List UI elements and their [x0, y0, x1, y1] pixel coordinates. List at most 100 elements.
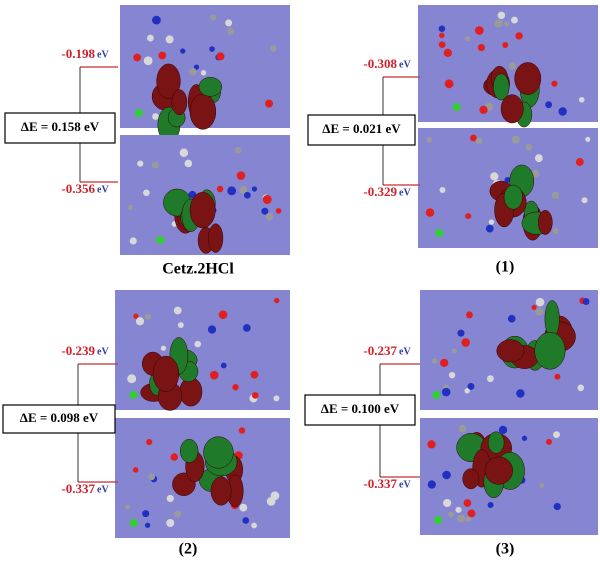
atom [551, 191, 560, 199]
atom [179, 148, 189, 157]
atom [225, 19, 233, 27]
orbital-lobe [544, 300, 560, 338]
atom [581, 197, 588, 204]
atom [585, 136, 591, 142]
atom [193, 64, 200, 70]
atom [502, 41, 509, 48]
atom [534, 154, 543, 163]
atom [516, 389, 525, 398]
atom [465, 213, 472, 220]
atom [461, 338, 470, 347]
energy-value: -0.308 [363, 56, 397, 71]
atom [448, 371, 456, 379]
orbital-lobe [179, 377, 203, 407]
atom [165, 35, 174, 44]
atom [227, 27, 235, 35]
atom [553, 431, 560, 439]
atom [451, 348, 457, 354]
atom [438, 41, 446, 48]
atom [487, 501, 494, 509]
atom [194, 340, 201, 348]
atom [535, 307, 544, 316]
atom [546, 438, 552, 445]
atom [464, 388, 470, 394]
atom [158, 51, 167, 60]
energy-unit: eV [97, 49, 109, 60]
atom [511, 135, 520, 144]
atom [465, 36, 471, 42]
atom [160, 345, 167, 351]
gap-value: ΔE = 0.158 eV [21, 119, 100, 134]
atom [442, 470, 451, 480]
atom [137, 160, 144, 167]
gap-box [2, 404, 116, 434]
atom [232, 383, 239, 391]
atom [525, 143, 533, 151]
molecule [127, 146, 282, 254]
orbital-lobe [493, 73, 510, 101]
atom [439, 358, 449, 368]
molecule [427, 424, 561, 524]
energy-value: -0.239 [61, 343, 95, 358]
orbital-lobe [496, 339, 525, 363]
panel-label: (3) [496, 541, 515, 558]
chlorine [156, 236, 165, 244]
atom [180, 48, 186, 54]
atom [486, 375, 494, 383]
gap-value: ΔE = 0.098 eV [20, 410, 99, 425]
atom [531, 169, 540, 178]
energy-value: -0.337 [363, 476, 397, 491]
atom [189, 67, 197, 76]
energy-unit: eV [399, 59, 411, 70]
atom [152, 113, 159, 120]
atom [209, 46, 215, 52]
energy-unit: eV [97, 484, 109, 495]
chlorine [432, 391, 441, 399]
atom [242, 324, 251, 332]
gap-value: ΔE = 0.021 eV [322, 121, 401, 136]
atom [455, 506, 462, 513]
atom [238, 427, 246, 434]
atom [243, 191, 251, 199]
atom [144, 522, 151, 528]
atom [218, 310, 228, 319]
gap-value: ΔE = 0.100 eV [321, 401, 400, 416]
atom [439, 32, 445, 39]
atom [582, 298, 590, 305]
atom [251, 392, 259, 399]
atom [265, 99, 274, 108]
atom [577, 384, 585, 392]
atom [124, 504, 130, 510]
atom [210, 14, 217, 21]
atom [269, 45, 277, 52]
chlorine [434, 516, 443, 524]
orbital-lobe [171, 89, 188, 116]
atom [539, 482, 545, 488]
orbital-lobe [534, 331, 566, 370]
panel-label: Cetz.2HCl [162, 261, 234, 278]
atom [535, 297, 545, 307]
atom [507, 314, 516, 323]
atom [251, 522, 257, 529]
molecule [124, 427, 280, 529]
orbital-lobe [462, 468, 480, 490]
molecule [127, 297, 280, 411]
atom [135, 317, 145, 326]
atom [166, 494, 174, 503]
atom [448, 511, 455, 518]
molecule [133, 14, 277, 143]
atom [216, 52, 225, 61]
atom [475, 137, 483, 145]
energy-value: -0.198 [61, 46, 95, 61]
energy-value: -0.337 [61, 481, 95, 496]
atom [170, 453, 179, 461]
atom [242, 517, 250, 524]
energy-unit: eV [97, 184, 109, 195]
atom [504, 176, 511, 183]
energy-unit: eV [399, 187, 411, 198]
atom [488, 219, 495, 225]
orbital-lobe [500, 94, 524, 124]
atom [273, 395, 280, 402]
atom [227, 186, 237, 196]
